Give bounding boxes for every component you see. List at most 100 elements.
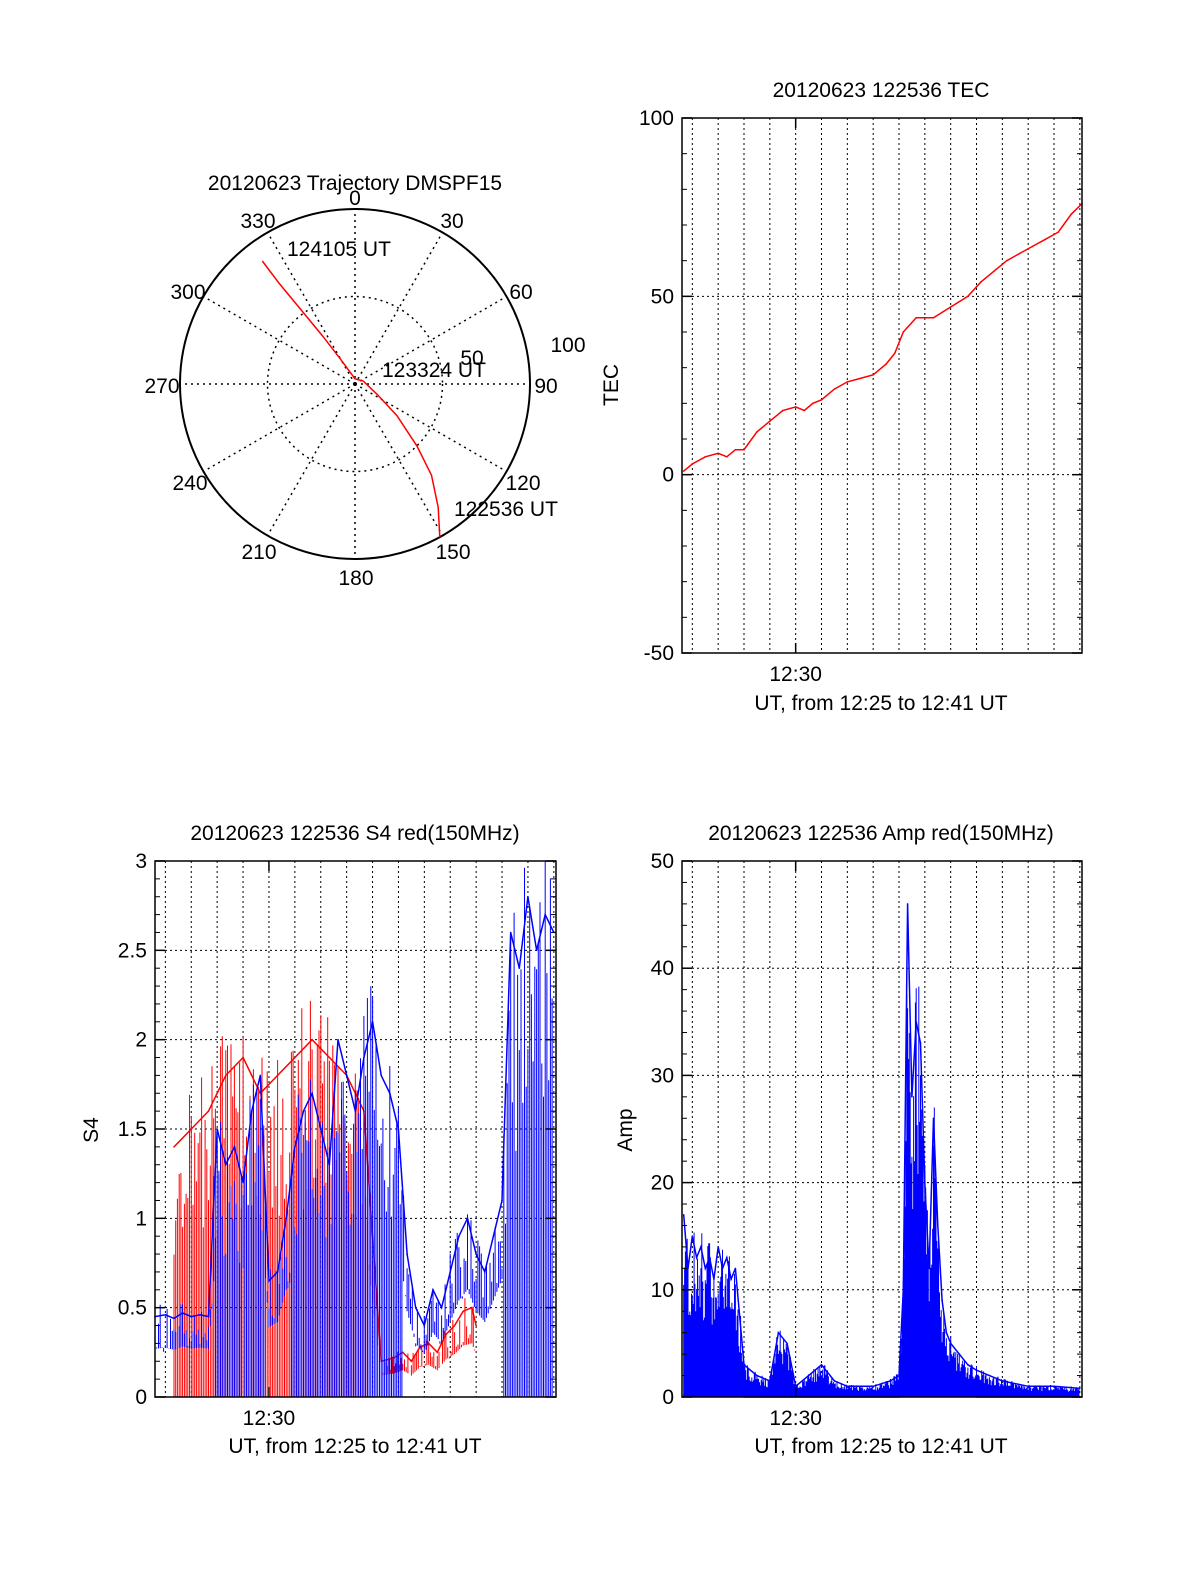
amp-point xyxy=(889,1380,892,1382)
angle-label-180: 180 xyxy=(338,567,373,590)
amp-y-axis-label: Amp xyxy=(614,1108,637,1151)
angle-label-270: 270 xyxy=(144,375,179,398)
amp-point xyxy=(967,1364,969,1366)
amp-axes: 0 10 20 30 40 50 12:30 xyxy=(651,850,1083,1430)
amp-point xyxy=(786,1342,788,1345)
s4-point xyxy=(380,1074,383,1077)
s4-x-axis-label: UT, from 12:25 to 12:41 UT xyxy=(228,1435,481,1458)
angle-label-0: 0 xyxy=(349,187,361,210)
tec-point xyxy=(893,352,896,355)
s4-point xyxy=(509,931,512,934)
amp-point xyxy=(906,903,909,905)
tec-ytick-label: 100 xyxy=(639,107,674,130)
tec-point xyxy=(992,270,995,273)
amp-title: 20120623 122536 Amp red(150MHz) xyxy=(708,822,1054,845)
s4-xtick-label: 12:30 xyxy=(243,1407,296,1430)
amp-point xyxy=(769,1380,771,1382)
tec-point xyxy=(1070,213,1072,216)
amp-point xyxy=(730,1278,732,1280)
s4-point xyxy=(207,1315,210,1318)
s4-ytick-label: 2 xyxy=(135,1029,147,1052)
s4-line xyxy=(154,896,555,1328)
tec-point xyxy=(859,377,862,380)
polar-spoke-210 xyxy=(266,383,356,536)
s4-point xyxy=(544,913,546,916)
s4-point xyxy=(492,1235,495,1237)
s4-point xyxy=(225,1074,227,1077)
trajectory-panel: 20120623 Trajectory DMSPF15 0 30 60 90 120 15… xyxy=(144,172,585,590)
tec-point xyxy=(820,399,823,401)
tec-point xyxy=(1044,238,1047,241)
amp-point xyxy=(807,1374,810,1377)
amp-point xyxy=(833,1380,836,1382)
s4-point xyxy=(389,1092,391,1095)
amp-series xyxy=(682,903,1081,1398)
amp-point xyxy=(700,1246,702,1248)
polar-spoke-150 xyxy=(354,383,444,536)
s4-ytick-label: 0.5 xyxy=(118,1297,147,1320)
tec-line xyxy=(683,203,1083,472)
s4-point xyxy=(199,1314,201,1316)
s4-point xyxy=(294,1056,296,1059)
amp-point xyxy=(937,1224,939,1227)
amp-point xyxy=(695,1256,698,1259)
amp-ytick-label: 30 xyxy=(651,1064,674,1087)
amp-point xyxy=(988,1374,991,1377)
tec-point xyxy=(1031,245,1034,248)
tec-series xyxy=(682,202,1083,472)
amp-point xyxy=(919,1042,922,1044)
amp-point xyxy=(1001,1380,1004,1382)
s4-point xyxy=(397,1128,400,1130)
polar-grid xyxy=(180,209,530,559)
tec-grid xyxy=(682,118,1082,653)
s4-point xyxy=(276,1271,279,1273)
s4-title: 20120623 122536 S4 red(150MHz) xyxy=(190,822,519,845)
tec-point xyxy=(682,470,685,472)
amp-point xyxy=(1053,1385,1055,1388)
s4-point xyxy=(225,1163,227,1166)
amp-point xyxy=(708,1256,711,1259)
angle-label-240: 240 xyxy=(172,472,207,495)
s4-point xyxy=(484,1271,486,1273)
s4-point xyxy=(302,1110,305,1112)
s4-point xyxy=(276,1074,279,1077)
amp-point xyxy=(1079,1387,1081,1390)
tec-point xyxy=(812,402,814,405)
amp-point xyxy=(949,1342,952,1345)
tec-point xyxy=(769,420,771,423)
tec-panel: 20120623 122536 TEC -50 0 50 100 12:30 TEC U… xyxy=(600,79,1083,715)
s4-ytick-label: 2.5 xyxy=(118,939,147,962)
amp-panel: 20120623 122536 Amp red(150MHz) 0 10 20 30 4… xyxy=(614,822,1083,1458)
tec-point xyxy=(756,431,758,433)
polar-spoke-30 xyxy=(354,232,444,385)
radius-label-100: 100 xyxy=(550,334,585,357)
s4-point xyxy=(207,1110,210,1112)
s4-point xyxy=(294,1146,296,1148)
polar-spoke-300 xyxy=(203,295,356,385)
amp-point xyxy=(682,1214,685,1216)
s4-series xyxy=(154,861,555,1397)
s4-point xyxy=(423,1324,426,1327)
tec-point xyxy=(704,456,707,458)
tec-point xyxy=(691,463,694,465)
polar-spoke-330 xyxy=(266,232,356,385)
tec-x-axis-label: UT, from 12:25 to 12:41 UT xyxy=(754,692,1007,715)
amp-band xyxy=(683,986,1080,1397)
s4-point xyxy=(354,1110,357,1112)
tec-axes: -50 0 50 100 12:30 xyxy=(639,107,1083,686)
tec-series-red xyxy=(682,202,1083,472)
trajectory-annotations: 124105 UT 123324 UT 122536 UT xyxy=(287,238,558,521)
s4-point xyxy=(535,949,538,952)
tec-point xyxy=(980,281,982,283)
tec-point xyxy=(743,448,745,451)
s4-point xyxy=(462,1310,465,1312)
tec-xtick-label: 12:30 xyxy=(769,663,822,686)
s4-panel: 20120623 122536 S4 red(150MHz) 0 0.5 1 1.5 2… xyxy=(80,822,557,1458)
s4-ytick-label: 1.5 xyxy=(118,1118,147,1141)
amp-ytick-label: 50 xyxy=(651,850,674,873)
s4-axes: 0 0.5 1 1.5 2 2.5 3 12:30 xyxy=(118,850,557,1430)
amp-ytick-label: 10 xyxy=(651,1279,674,1302)
amp-point xyxy=(820,1364,823,1366)
tec-point xyxy=(885,363,887,365)
s4-ytick-label: 0 xyxy=(135,1386,147,1409)
